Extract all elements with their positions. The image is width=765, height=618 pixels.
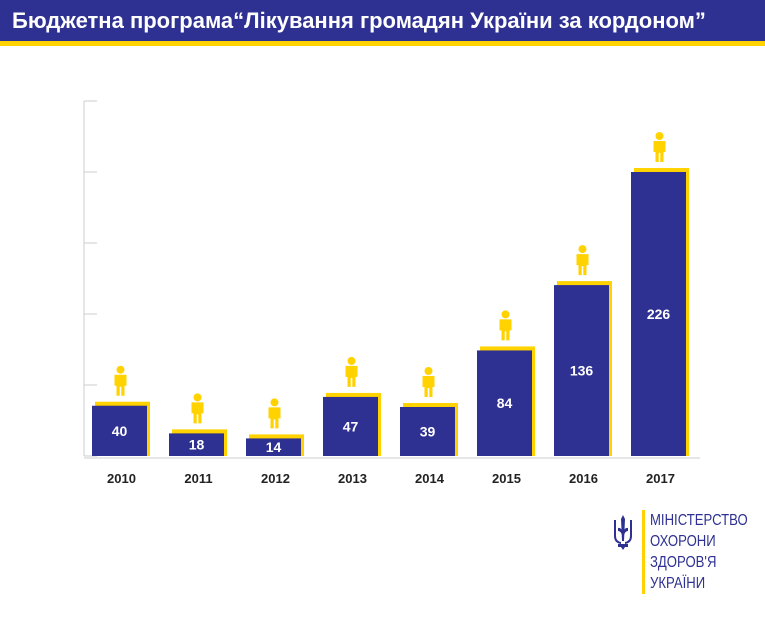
logo-line: МІНІСТЕРСТВО [650, 512, 748, 529]
x-tick-label: 2010 [107, 471, 136, 486]
x-tick-label: 2011 [184, 471, 212, 486]
x-tick-label: 2017 [646, 471, 675, 486]
data-label: 84 [497, 395, 513, 411]
title-banner: Бюджетна програма“Лікування громадян Укр… [0, 0, 765, 46]
person-icon [114, 365, 127, 396]
x-tick-label: 2012 [261, 471, 290, 486]
person-icon [268, 398, 281, 429]
person-icon [576, 245, 589, 276]
ministry-logo: МІНІСТЕРСТВО ОХОРОНИ ЗДОРОВ'Я УКРАЇНИ [612, 510, 752, 595]
data-label: 47 [343, 418, 359, 434]
bar [631, 171, 686, 457]
data-label: 226 [647, 306, 671, 322]
x-tick-label: 2013 [338, 471, 367, 486]
bar [477, 350, 532, 456]
logo-divider [642, 510, 645, 594]
data-label: 14 [266, 439, 282, 455]
person-icon [653, 131, 666, 162]
person-icon [422, 366, 435, 397]
x-tick-label: 2016 [569, 471, 598, 486]
data-label: 40 [112, 423, 128, 439]
data-label: 18 [189, 437, 205, 453]
person-icon [345, 356, 358, 387]
page-title: Бюджетна програма“Лікування громадян Укр… [12, 8, 706, 33]
logo-text: МІНІСТЕРСТВО ОХОРОНИ ЗДОРОВ'Я УКРАЇНИ [650, 510, 748, 594]
x-tick-label: 2014 [415, 471, 445, 486]
logo-line: УКРАЇНИ [650, 575, 706, 592]
bar [169, 433, 224, 456]
trident-icon [614, 515, 632, 550]
bar [323, 396, 378, 456]
bar [246, 438, 301, 456]
x-tick-label: 2015 [492, 471, 521, 486]
data-label: 136 [570, 363, 594, 379]
logo-line: ЗДОРОВ'Я [650, 554, 717, 571]
logo-line: ОХОРОНИ [650, 533, 716, 550]
person-icon [191, 393, 204, 424]
bar [400, 406, 455, 456]
data-label: 39 [420, 423, 436, 439]
person-icon [499, 310, 512, 341]
bar [554, 285, 609, 456]
bar [92, 405, 147, 456]
